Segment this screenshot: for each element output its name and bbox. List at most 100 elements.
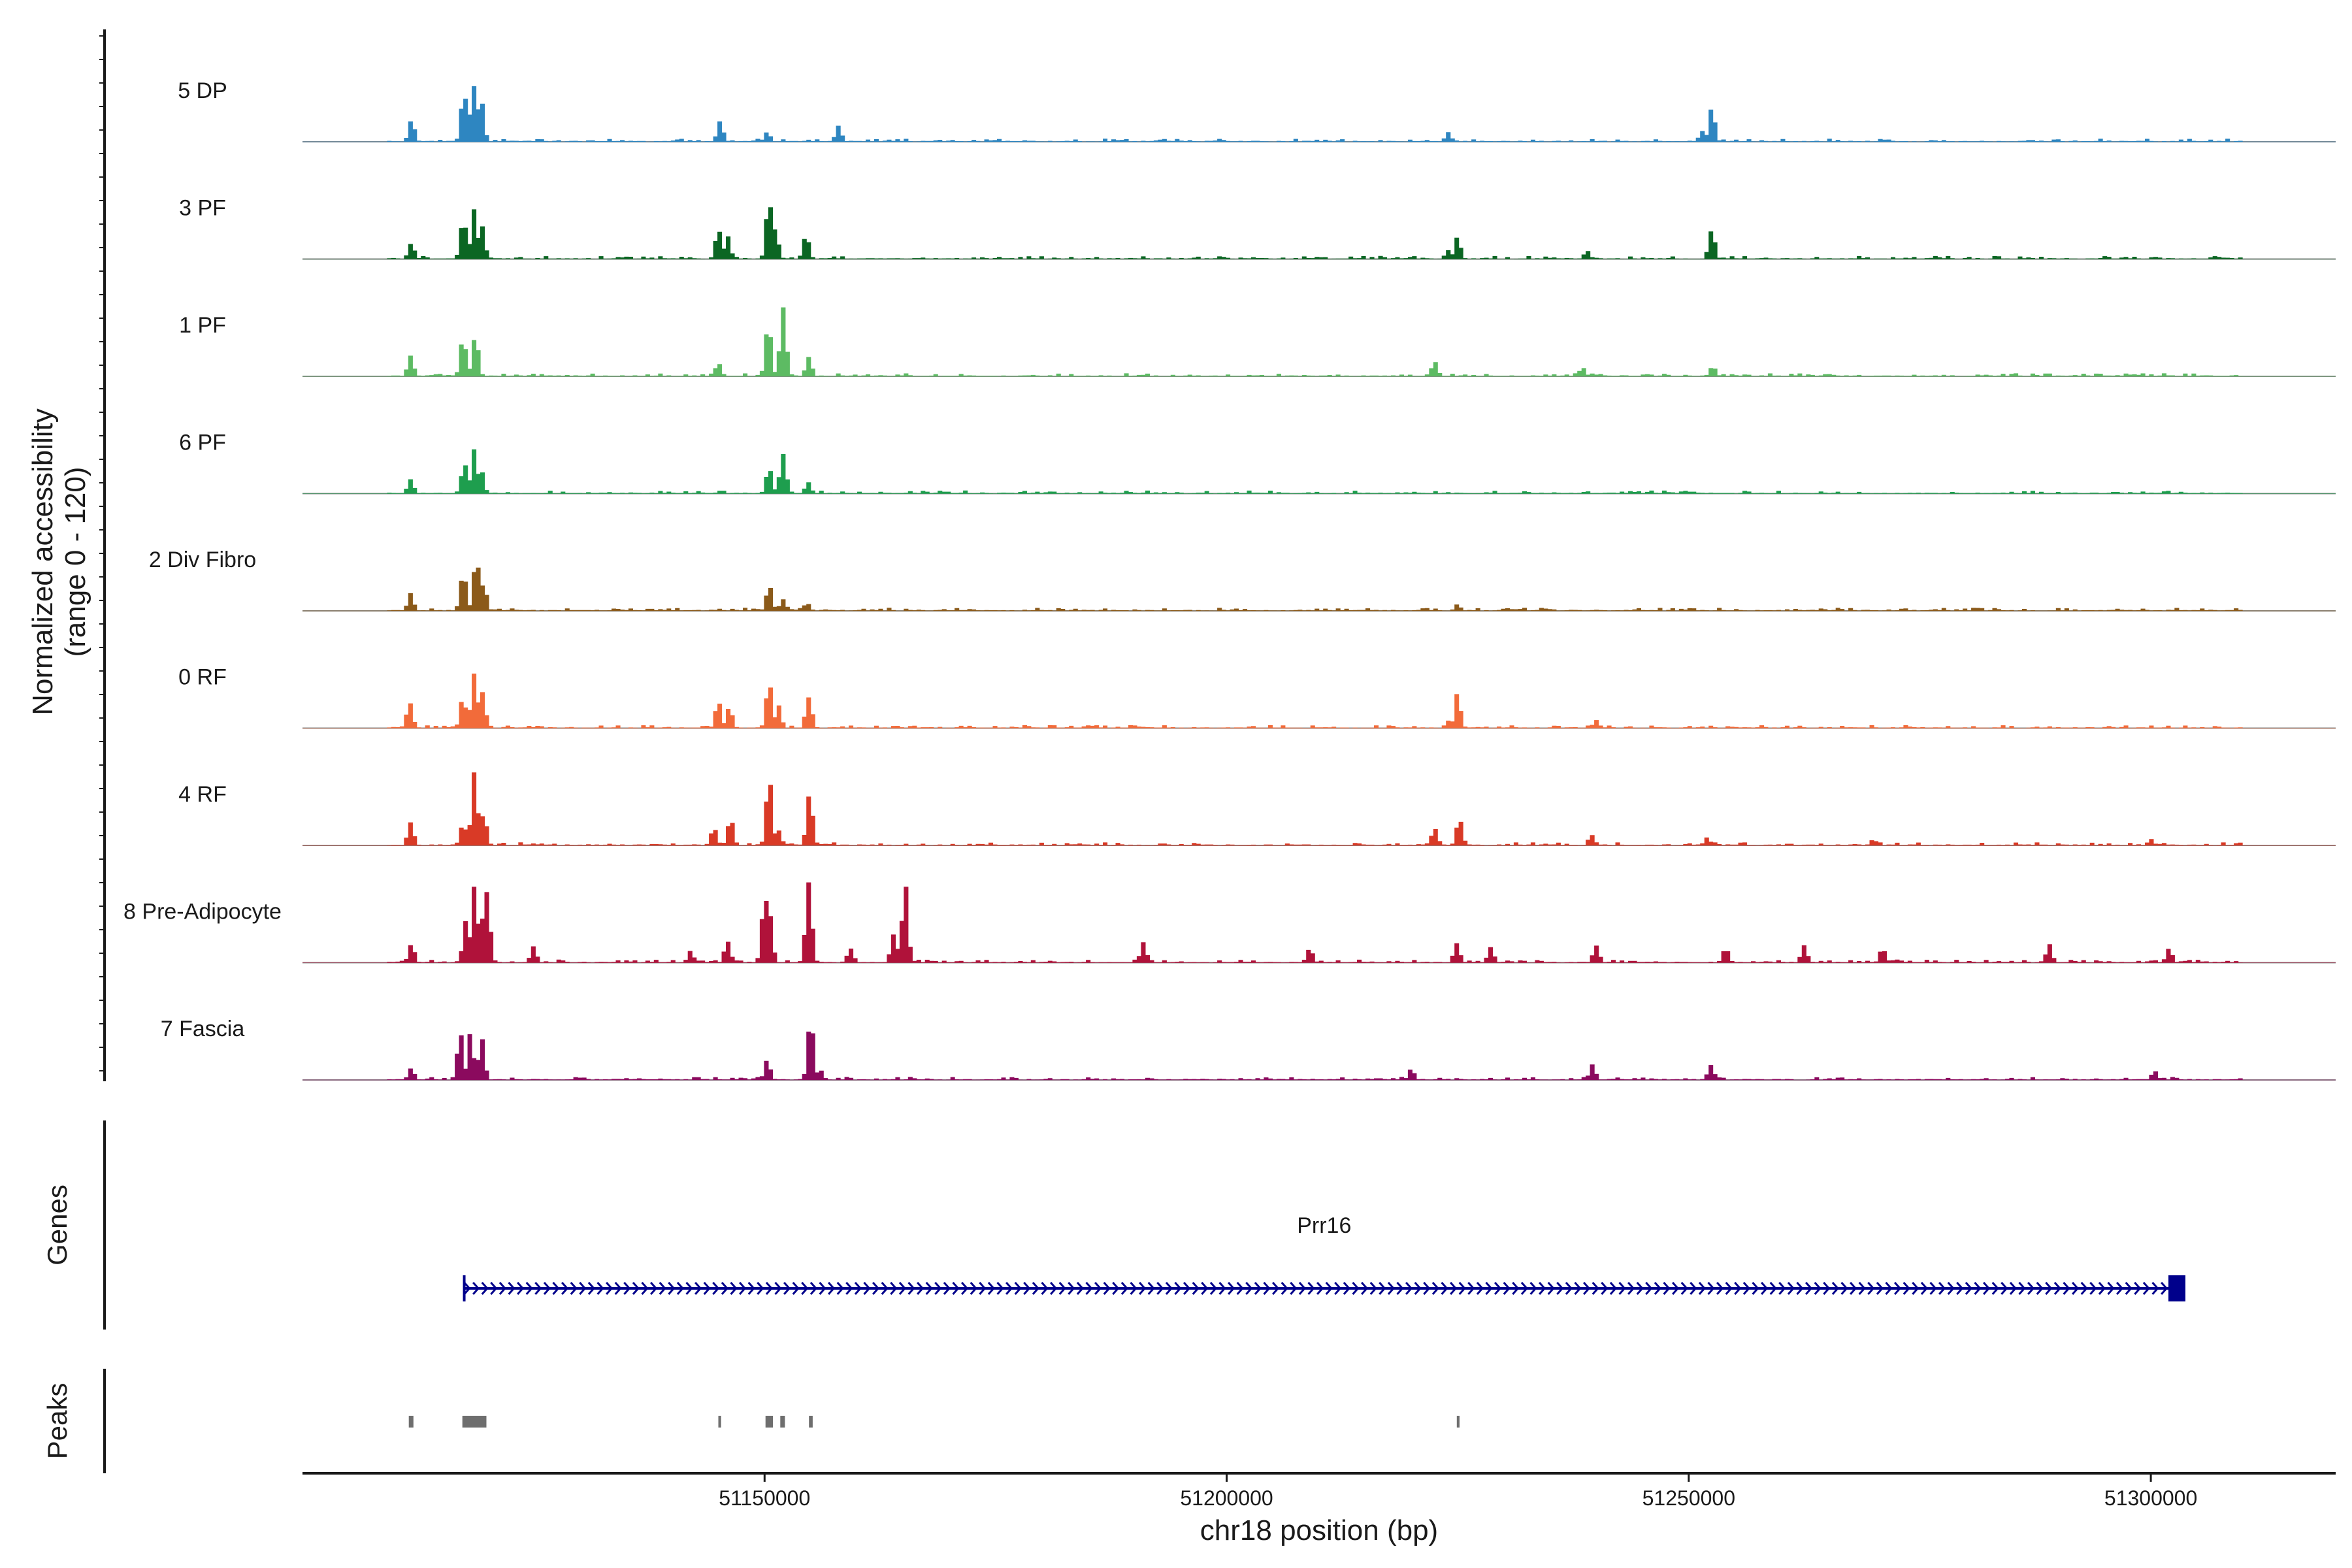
gene-strand-chevron-63 xyxy=(1023,1282,1031,1295)
gene-strand-chevron-90 xyxy=(1263,1282,1271,1295)
gene-strand-chevron-179 xyxy=(2053,1282,2061,1295)
gene-strand-chevron-120 xyxy=(1529,1282,1537,1295)
gene-strand-chevron-66 xyxy=(1050,1282,1058,1295)
gene-strand-chevron-130 xyxy=(1618,1282,1626,1295)
y-axis-title: Normalized accessibility xyxy=(27,408,59,715)
track-coverage-6 xyxy=(302,772,2336,846)
gene-strand-chevron-142 xyxy=(1725,1282,1733,1295)
gene-strand-chevron-169 xyxy=(1965,1282,1972,1295)
gene-strand-chevron-16 xyxy=(606,1282,613,1295)
gene-strand-chevron-61 xyxy=(1005,1282,1013,1295)
gene-strand-chevron-71 xyxy=(1094,1282,1102,1295)
track-3: 6 PF xyxy=(179,431,2336,495)
gene-strand-chevron-48 xyxy=(890,1282,898,1295)
peak-region-1 xyxy=(462,1416,487,1428)
gene-strand-chevron-124 xyxy=(1565,1282,1573,1295)
peak-region-2 xyxy=(718,1416,721,1428)
gene-strand-chevron-13 xyxy=(579,1282,587,1295)
gene-strand-chevron-88 xyxy=(1245,1282,1253,1295)
gene-strand-chevron-70 xyxy=(1085,1282,1093,1295)
gene-strand-chevron-184 xyxy=(2098,1282,2106,1295)
gene-strand-chevron-104 xyxy=(1387,1282,1395,1295)
track-label-7: 8 Pre-Adipocyte xyxy=(123,900,282,924)
gene-strand-chevron-141 xyxy=(1716,1282,1724,1295)
gene-strand-chevron-44 xyxy=(854,1282,862,1295)
gene-strand-chevron-101 xyxy=(1361,1282,1369,1295)
gene-strand-chevron-56 xyxy=(961,1282,969,1295)
gene-strand-chevron-132 xyxy=(1636,1282,1644,1295)
gene-strand-chevron-154 xyxy=(1831,1282,1839,1295)
gene-strand-chevron-39 xyxy=(809,1282,817,1295)
gene-strand-chevron-34 xyxy=(765,1282,773,1295)
gene-strand-chevron-102 xyxy=(1369,1282,1377,1295)
gene-strand-chevron-26 xyxy=(694,1282,702,1295)
gene-strand-chevron-93 xyxy=(1290,1282,1298,1295)
gene-strand-chevron-20 xyxy=(641,1282,649,1295)
gene-strand-chevron-24 xyxy=(676,1282,684,1295)
gene-strand-chevron-81 xyxy=(1183,1282,1191,1295)
gene-strand-chevron-67 xyxy=(1058,1282,1066,1295)
gene-strand-chevron-171 xyxy=(1983,1282,1991,1295)
gene-strand-chevron-21 xyxy=(650,1282,658,1295)
track-coverage-8 xyxy=(302,1032,2336,1081)
gene-strand-chevron-94 xyxy=(1298,1282,1306,1295)
track-1: 3 PF xyxy=(179,196,2336,260)
gene-strand-chevron-106 xyxy=(1405,1282,1413,1295)
track-coverage-5 xyxy=(302,674,2336,728)
gene-strand-chevron-122 xyxy=(1547,1282,1555,1295)
gene-strand-chevron-52 xyxy=(925,1282,933,1295)
gene-strand-chevron-99 xyxy=(1343,1282,1350,1295)
gene-strand-chevron-140 xyxy=(1707,1282,1715,1295)
gene-strand-chevron-129 xyxy=(1609,1282,1617,1295)
peak-region-3 xyxy=(765,1416,773,1428)
track-coverage-4 xyxy=(302,567,2336,612)
peak-region-0 xyxy=(408,1416,414,1428)
gene-strand-chevron-131 xyxy=(1627,1282,1635,1295)
gene-strand-chevron-55 xyxy=(952,1282,960,1295)
gene-track: Prr16 xyxy=(463,1213,2186,1301)
track-4: 2 Div Fibro xyxy=(149,547,2336,612)
gene-strand-chevron-74 xyxy=(1120,1282,1128,1295)
gene-strand-chevron-138 xyxy=(1690,1282,1697,1295)
gene-strand-chevron-85 xyxy=(1218,1282,1226,1295)
gene-strand-chevron-95 xyxy=(1307,1282,1315,1295)
track-coverage-1 xyxy=(302,207,2336,259)
gene-strand-chevron-150 xyxy=(1796,1282,1804,1295)
gene-strand-chevron-123 xyxy=(1556,1282,1564,1295)
gene-strand-chevron-111 xyxy=(1450,1282,1458,1295)
gene-strand-chevron-162 xyxy=(1903,1282,1910,1295)
track-7: 8 Pre-Adipocyte xyxy=(123,882,2336,964)
gene-strand-chevron-181 xyxy=(2072,1282,2080,1295)
gene-strand-chevron-136 xyxy=(1672,1282,1680,1295)
gene-strand-chevron-27 xyxy=(703,1282,711,1295)
track-label-3: 6 PF xyxy=(179,431,226,455)
gene-strand-chevron-82 xyxy=(1192,1282,1200,1295)
gene-strand-chevron-158 xyxy=(1867,1282,1875,1295)
gene-strand-chevron-45 xyxy=(863,1282,871,1295)
gene-strand-chevron-33 xyxy=(757,1282,764,1295)
gene-strand-chevron-62 xyxy=(1014,1282,1022,1295)
gene-strand-chevron-0 xyxy=(463,1282,471,1295)
gene-strand-chevron-161 xyxy=(1894,1282,1902,1295)
peak-regions xyxy=(408,1416,1460,1428)
gene-strand-chevron-134 xyxy=(1654,1282,1661,1295)
gene-strand-chevron-7 xyxy=(525,1282,533,1295)
track-label-1: 3 PF xyxy=(179,196,226,221)
track-label-8: 7 Fascia xyxy=(161,1017,245,1041)
x-tick-label-2: 51250000 xyxy=(1642,1486,1735,1510)
gene-strand-chevron-57 xyxy=(970,1282,977,1295)
gene-strand-chevron-108 xyxy=(1423,1282,1431,1295)
gene-strand-chevron-92 xyxy=(1281,1282,1288,1295)
gene-strand-chevron-32 xyxy=(747,1282,755,1295)
gene-strand-chevron-65 xyxy=(1041,1282,1049,1295)
track-coverage-2 xyxy=(302,307,2336,377)
gene-strand-chevron-78 xyxy=(1156,1282,1164,1295)
gene-strand-chevron-36 xyxy=(783,1282,791,1295)
gene-strand-chevron-153 xyxy=(1823,1282,1831,1295)
gene-strand-chevron-170 xyxy=(1974,1282,1982,1295)
gene-strand-chevron-157 xyxy=(1858,1282,1866,1295)
gene-strand-chevron-3 xyxy=(490,1282,498,1295)
gene-strand-chevron-86 xyxy=(1228,1282,1235,1295)
gene-strand-chevron-188 xyxy=(2134,1282,2142,1295)
track-6: 4 RF xyxy=(178,772,2336,846)
